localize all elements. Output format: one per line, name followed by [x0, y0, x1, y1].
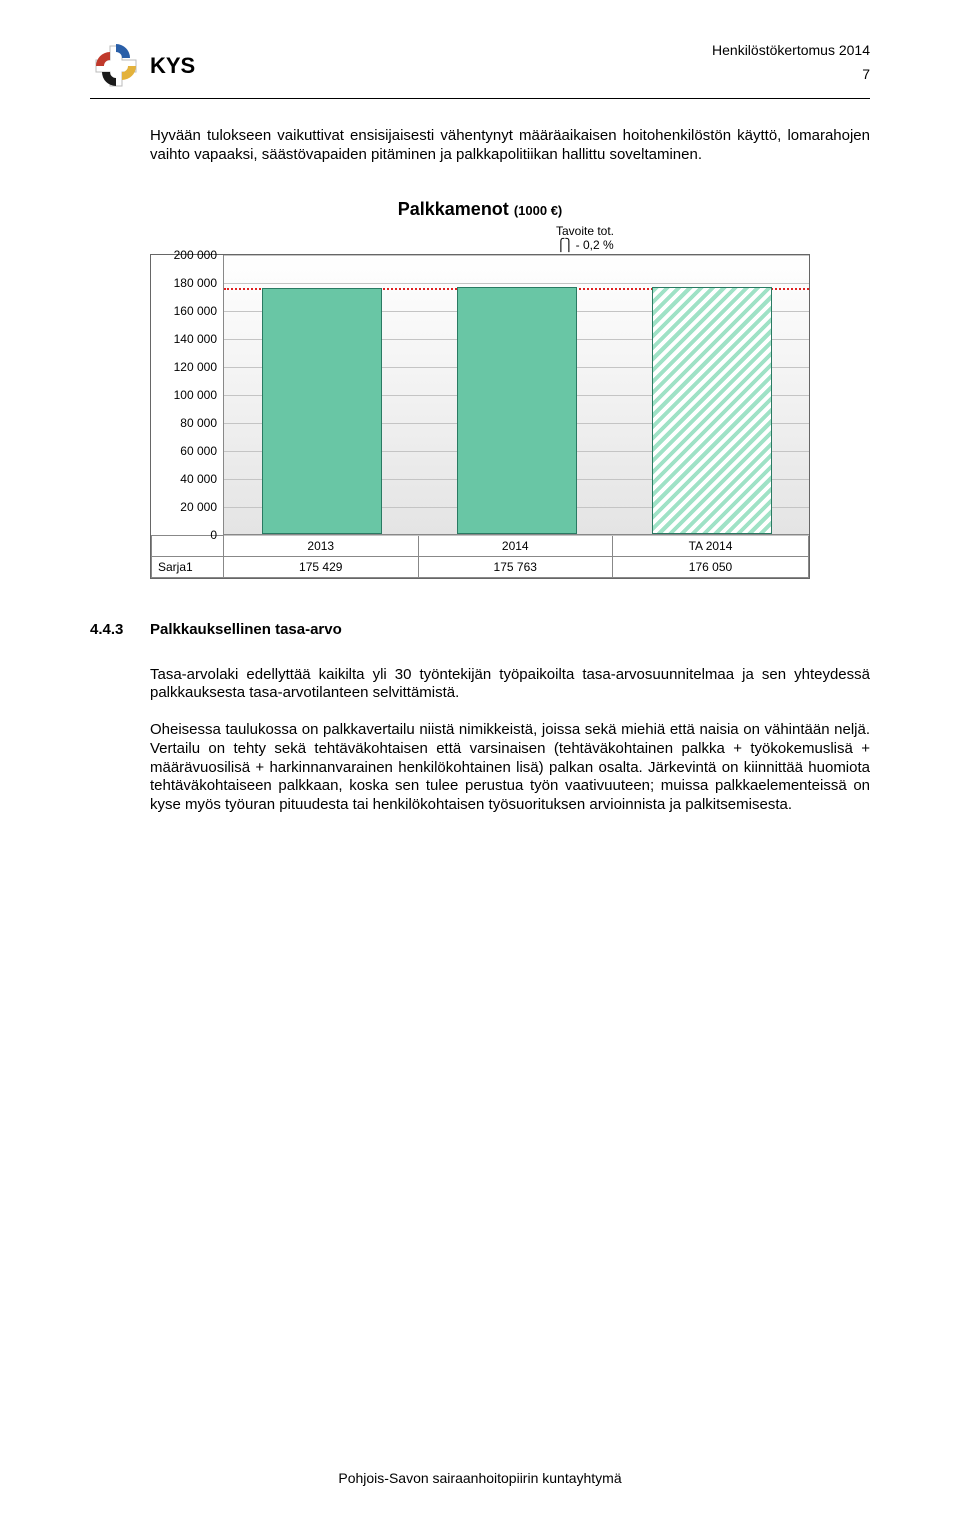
y-tick-label: 20 000 — [180, 500, 217, 514]
chart-title-unit: (1000 €) — [514, 203, 562, 218]
category-cell: 2013 — [224, 535, 419, 556]
chart-data-table: 2013 2014 TA 2014 Sarja1 175 429 175 763… — [151, 535, 809, 578]
logo-block: KYS — [90, 40, 195, 92]
series-label-cell: Sarja1 — [152, 556, 224, 577]
page: KYS Henkilöstökertomus 2014 7 Hyvään tul… — [0, 0, 960, 1514]
plot-area — [223, 255, 809, 535]
y-tick-label: 100 000 — [174, 388, 217, 402]
value-cell: 175 429 — [224, 556, 419, 577]
y-tick-label: 200 000 — [174, 248, 217, 262]
table-row: 2013 2014 TA 2014 — [152, 535, 809, 556]
grid-line — [224, 535, 809, 536]
bar — [457, 287, 577, 533]
bar — [262, 288, 382, 534]
section-heading: 4.4.3 Palkkauksellinen tasa-arvo — [90, 621, 870, 638]
grid-line — [224, 255, 809, 256]
logo-text: KYS — [150, 53, 195, 79]
category-cell: 2014 — [418, 535, 613, 556]
target-value: ⎧⎫ - 0,2 % — [360, 238, 810, 252]
y-tick-label: 60 000 — [180, 444, 217, 458]
y-tick-label: 180 000 — [174, 276, 217, 290]
target-label: Tavoite tot. — [360, 224, 810, 238]
header-right: Henkilöstökertomus 2014 7 — [712, 40, 870, 82]
table-row: Sarja1 175 429 175 763 176 050 — [152, 556, 809, 577]
bar — [652, 287, 772, 533]
header-rule — [90, 98, 870, 99]
paragraph-3: Oheisessa taulukossa on palkkavertailu n… — [150, 721, 870, 815]
page-header: KYS Henkilöstökertomus 2014 7 — [90, 40, 870, 92]
page-footer: Pohjois-Savon sairaanhoitopiirin kuntayh… — [0, 1470, 960, 1486]
y-axis-labels: 200 000180 000160 000140 000120 000100 0… — [151, 255, 223, 535]
document-title: Henkilöstökertomus 2014 — [712, 42, 870, 58]
section-number: 4.4.3 — [90, 621, 150, 638]
kys-logo-icon — [90, 40, 142, 92]
intro-paragraph: Hyvään tulokseen vaikuttivat ensisijaise… — [150, 127, 870, 165]
grid-line — [224, 283, 809, 284]
y-tick-label: 0 — [210, 528, 217, 542]
category-cell: TA 2014 — [613, 535, 809, 556]
y-tick-label: 80 000 — [180, 416, 217, 430]
y-tick-label: 120 000 — [174, 360, 217, 374]
y-tick-label: 140 000 — [174, 332, 217, 346]
chart-box: 200 000180 000160 000140 000120 000100 0… — [150, 254, 810, 579]
value-cell: 176 050 — [613, 556, 809, 577]
page-number: 7 — [712, 66, 870, 82]
chart-container: Palkkamenot (1000 €) Tavoite tot. ⎧⎫ - 0… — [150, 199, 810, 579]
value-cell: 175 763 — [418, 556, 613, 577]
chart-title: Palkkamenot (1000 €) — [150, 199, 810, 220]
plot-row: 200 000180 000160 000140 000120 000100 0… — [151, 255, 809, 535]
chart-title-main: Palkkamenot — [398, 199, 509, 219]
y-tick-label: 40 000 — [180, 472, 217, 486]
paragraph-2: Tasa-arvolaki edellyttää kaikilta yli 30… — [150, 666, 870, 704]
y-tick-label: 160 000 — [174, 304, 217, 318]
section-title: Palkkauksellinen tasa-arvo — [150, 621, 342, 638]
